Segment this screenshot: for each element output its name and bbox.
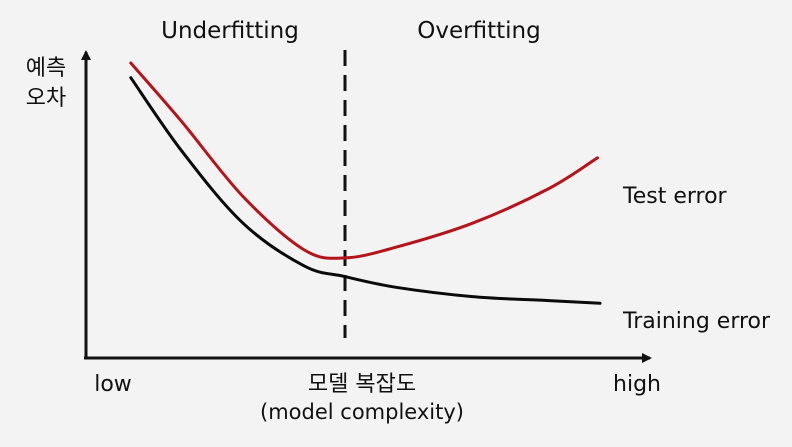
overfitting-label: Overfitting (417, 18, 540, 44)
x-tick-low: low (94, 372, 132, 397)
y-axis-title-line1: 예측 (26, 56, 66, 81)
underfitting-label: Underfitting (161, 18, 299, 44)
x-axis-title-korean: 모델 복잡도 (308, 372, 416, 397)
test-error-label: Test error (622, 184, 728, 209)
test-error-curve (129, 61, 599, 260)
x-axis-title-english: (model complexity) (260, 400, 464, 424)
training-error-label: Training error (622, 309, 771, 334)
x-tick-high: high (613, 372, 661, 397)
y-axis-title-line2: 오차 (26, 86, 66, 111)
training-error-curve (129, 76, 602, 305)
